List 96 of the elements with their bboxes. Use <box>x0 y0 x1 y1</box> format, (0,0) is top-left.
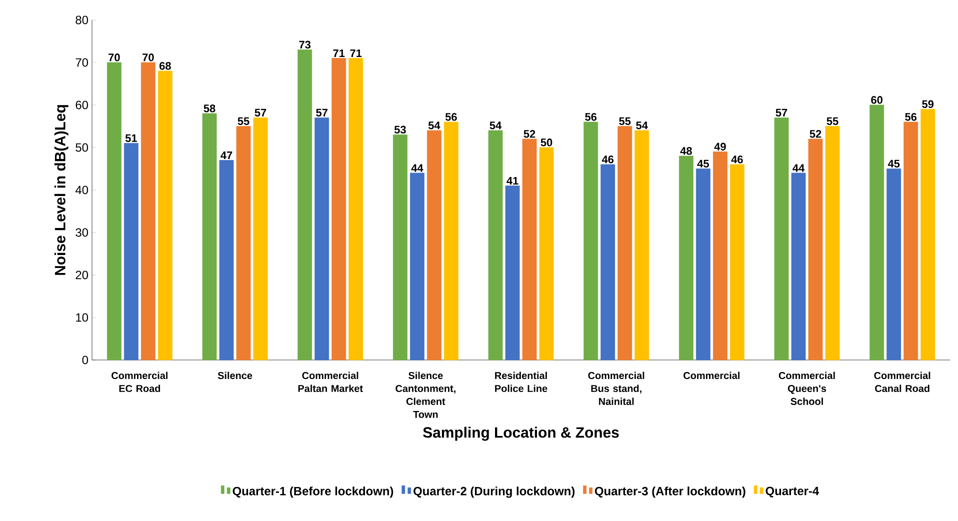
bar <box>904 122 918 360</box>
data-label: 53 <box>394 126 406 134</box>
x-tick-label: Commercial Canal Road <box>874 372 930 392</box>
bar <box>158 70 172 360</box>
bar <box>791 172 806 360</box>
data-label: 44 <box>411 164 424 172</box>
data-label: 51 <box>125 134 137 142</box>
legend-label: Quarter-4 <box>766 486 820 498</box>
bar <box>505 186 520 360</box>
x-tick-label: Commercial <box>684 372 740 380</box>
y-tick-label: 30 <box>76 228 88 237</box>
data-label: 71 <box>333 50 345 58</box>
bar <box>600 164 616 360</box>
bar <box>730 164 744 360</box>
data-label: 44 <box>792 164 805 172</box>
data-label: 56 <box>445 113 457 121</box>
y-tick-label: 20 <box>76 270 88 280</box>
data-label: 60 <box>871 96 882 104</box>
data-label: 49 <box>714 142 726 151</box>
bar <box>202 113 217 360</box>
y-tick-label: 80 <box>76 16 88 24</box>
data-label: 57 <box>316 108 328 117</box>
data-label: 70 <box>142 54 154 62</box>
y-axis-title: Noise Level in dB(A)Leq <box>54 105 68 275</box>
bar <box>314 118 330 360</box>
data-label: 45 <box>888 160 900 168</box>
bar <box>410 172 424 360</box>
bar <box>678 156 694 360</box>
legend-label: Quarter-2 (During lockdown) <box>414 486 575 498</box>
data-label: 71 <box>350 50 362 58</box>
bar <box>618 126 632 360</box>
bar <box>774 118 789 360</box>
legend-label: Quarter-1 (Before lockdown) <box>232 486 394 498</box>
data-label: 56 <box>585 113 597 121</box>
data-label: 55 <box>238 117 250 126</box>
bar <box>584 122 598 360</box>
data-label: 56 <box>905 113 917 121</box>
y-tick-label: 40 <box>75 186 88 194</box>
bar <box>825 126 840 360</box>
x-tick-label: Silence <box>218 372 252 380</box>
data-label: 47 <box>220 152 232 160</box>
data-label: 68 <box>159 62 171 70</box>
data-label: 58 <box>204 104 216 112</box>
data-label: 70 <box>108 54 120 62</box>
bar <box>488 130 503 360</box>
bar <box>696 168 710 360</box>
data-label: 55 <box>826 117 838 126</box>
bar <box>426 130 442 360</box>
bar <box>634 130 650 360</box>
bar <box>124 143 138 360</box>
x-tick-label: Commercial Paltan Market <box>298 372 363 392</box>
data-label: 54 <box>490 122 502 130</box>
data-label: 46 <box>731 156 743 164</box>
bar <box>539 147 554 360</box>
bar <box>140 62 156 360</box>
bar <box>444 122 458 360</box>
bar <box>808 138 823 360</box>
data-label: 57 <box>254 108 266 117</box>
data-label: 50 <box>540 138 552 146</box>
data-label: 52 <box>524 130 536 138</box>
y-tick-label: 70 <box>76 58 88 67</box>
x-tick-label: Residential Police Line <box>495 372 548 392</box>
x-axis-title: Sampling Location & Zones <box>423 426 619 441</box>
bar <box>870 104 884 360</box>
x-tick-label: Commercial Bus stand, Nainital <box>588 372 644 405</box>
legend-label: Quarter-3 (After lockdown) <box>594 486 746 498</box>
data-label: 46 <box>602 156 614 164</box>
x-tick-label: Silence Cantonment, Clement Town <box>396 372 456 418</box>
bar <box>298 50 312 360</box>
data-label: 52 <box>810 130 822 138</box>
data-label: 57 <box>776 108 788 117</box>
data-label: 73 <box>299 40 311 49</box>
bar <box>106 62 122 360</box>
bar <box>253 118 268 360</box>
bar <box>712 152 728 360</box>
y-tick-label: 60 <box>76 100 88 110</box>
x-tick-label: Commercial Queen's School <box>778 372 835 405</box>
bar <box>236 126 251 360</box>
data-label: 54 <box>636 122 648 130</box>
bar <box>392 134 408 360</box>
y-tick-label: 50 <box>76 143 88 152</box>
x-tick-label: Commercial EC Road <box>112 372 168 392</box>
data-label: 45 <box>697 160 709 168</box>
data-label: 55 <box>619 117 631 126</box>
bar <box>886 168 902 360</box>
bar <box>332 58 346 360</box>
bar <box>348 58 364 360</box>
data-label: 41 <box>506 177 518 185</box>
y-tick-label: 10 <box>76 313 88 322</box>
data-label: 48 <box>680 147 692 155</box>
bar <box>920 109 936 360</box>
bar <box>219 160 234 360</box>
bar <box>522 138 537 360</box>
data-label: 59 <box>922 100 934 108</box>
data-label: 54 <box>428 122 440 130</box>
y-tick-label: 0 <box>82 356 88 364</box>
